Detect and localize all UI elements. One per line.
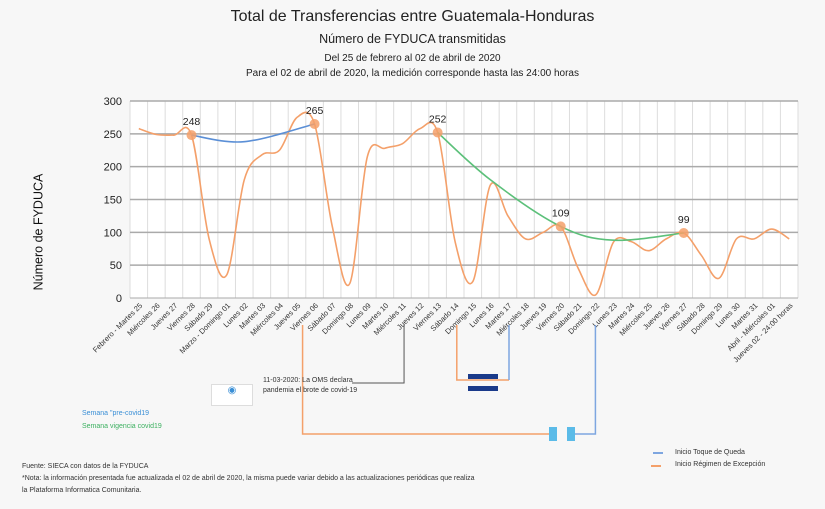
data-label: 99 bbox=[678, 214, 690, 226]
y-tick-label: 250 bbox=[104, 129, 122, 141]
data-point-marker bbox=[678, 227, 689, 238]
legend-curfew: Inicio Toque de Queda bbox=[675, 449, 745, 456]
data-label: 252 bbox=[429, 114, 447, 126]
legend-pre-covid: Semana "pre-covid19 bbox=[82, 410, 150, 417]
legend-exception: Inicio Régimen de Excepción bbox=[675, 461, 766, 468]
exception-connector bbox=[301, 325, 553, 435]
exception-connector-2 bbox=[456, 325, 509, 381]
chart-subtitle: Número de FYDUCA transmitidas bbox=[319, 32, 506, 46]
data-label: 265 bbox=[306, 105, 324, 117]
data-label: 109 bbox=[552, 207, 570, 219]
legend-curfew-swatch bbox=[653, 452, 663, 454]
legend-exception-swatch bbox=[651, 465, 661, 467]
curfew-connector bbox=[575, 325, 597, 435]
y-tick-label: 150 bbox=[104, 195, 122, 207]
honduras-flag-icon bbox=[468, 374, 498, 379]
source-text: Fuente: SIECA con datos de la FYDUCA bbox=[22, 463, 149, 470]
legend-vigencia-covid: Semana vigencia covid19 bbox=[82, 423, 162, 430]
y-tick-label: 0 bbox=[116, 293, 122, 305]
measurement-note: Para el 02 de abril de 2020, la medición… bbox=[246, 68, 579, 79]
oms-annotation: 11-03-2020: La OMS declara pandemia el b… bbox=[263, 377, 358, 394]
data-label: 248 bbox=[183, 116, 201, 128]
y-tick-label: 300 bbox=[104, 96, 122, 108]
data-point-marker bbox=[432, 127, 443, 138]
data-point-marker bbox=[555, 221, 566, 232]
honduras-flag-icon bbox=[468, 386, 498, 391]
guatemala-flag-icon bbox=[567, 427, 575, 441]
date-range: Del 25 de febrero al 02 de abril de 2020 bbox=[324, 53, 501, 64]
y-tick-label: 200 bbox=[104, 162, 122, 174]
who-logo: ◉ bbox=[211, 384, 253, 406]
trendline-pre-covid bbox=[191, 123, 315, 143]
oms-connector bbox=[352, 325, 405, 384]
data-point-marker bbox=[186, 130, 197, 141]
y-tick-label: 50 bbox=[110, 260, 122, 272]
note-text-2: la Plataforma Informatica Comunitaria. bbox=[22, 487, 142, 494]
y-tick-label: 100 bbox=[104, 227, 122, 239]
note-text: *Nota: la información presentada fue act… bbox=[22, 475, 475, 482]
chart-title: Total de Transferencias entre Guatemala-… bbox=[230, 8, 595, 25]
guatemala-flag-icon bbox=[549, 427, 557, 441]
data-point-marker bbox=[309, 118, 320, 129]
